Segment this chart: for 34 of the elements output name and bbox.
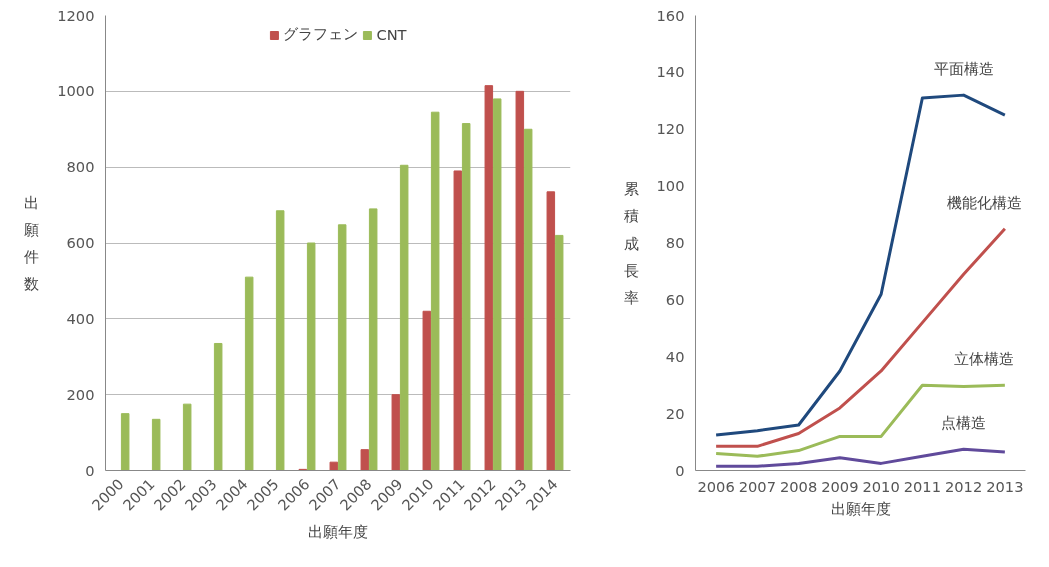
legend-label: グラフェン bbox=[283, 25, 359, 44]
series-label: 機能化構造 bbox=[946, 193, 1022, 211]
y-tick-label: 1200 bbox=[57, 6, 95, 24]
y-tick-label: 20 bbox=[665, 404, 685, 422]
x-tick-label: 2007 bbox=[738, 477, 777, 495]
y-tick-label: 0 bbox=[675, 461, 685, 479]
series-label: 点構造 bbox=[941, 414, 987, 432]
series-label: 平面構造 bbox=[933, 60, 994, 78]
y-tick-label: 800 bbox=[66, 158, 95, 176]
x-axis-title: 出願年度 bbox=[308, 522, 368, 540]
y-tick-label: 100 bbox=[656, 177, 685, 195]
y-tick-label: 40 bbox=[665, 347, 685, 365]
x-tick-label: 2006 bbox=[697, 477, 735, 495]
x-tick-label: 2011 bbox=[903, 477, 942, 495]
y-tick-label: 80 bbox=[665, 234, 685, 251]
x-tick-label: 2008 bbox=[779, 477, 818, 495]
y-tick-label: 140 bbox=[656, 63, 685, 81]
y-tick-label: 60 bbox=[665, 290, 685, 308]
x-tick-label: 2009 bbox=[821, 477, 859, 495]
series-label: 立体構造 bbox=[954, 350, 1015, 368]
x-tick-label: 2012 bbox=[944, 477, 983, 495]
y-tick-label: 400 bbox=[66, 309, 95, 327]
y-axis-title: 累積成長率 bbox=[623, 180, 639, 306]
legend-label: CNT bbox=[376, 26, 407, 43]
y-tick-label: 1000 bbox=[57, 82, 95, 100]
y-axis-title: 出願件数 bbox=[24, 193, 40, 293]
x-tick-label: 2010 bbox=[862, 477, 900, 495]
y-tick-label: 200 bbox=[66, 385, 95, 403]
x-tick-label: 2013 bbox=[986, 477, 1024, 495]
y-tick-label: 160 bbox=[656, 6, 685, 24]
y-tick-label: 0 bbox=[85, 461, 95, 479]
x-axis-title: 出願年度 bbox=[830, 499, 891, 517]
y-tick-label: 120 bbox=[656, 120, 685, 138]
y-tick-label: 600 bbox=[66, 234, 95, 251]
